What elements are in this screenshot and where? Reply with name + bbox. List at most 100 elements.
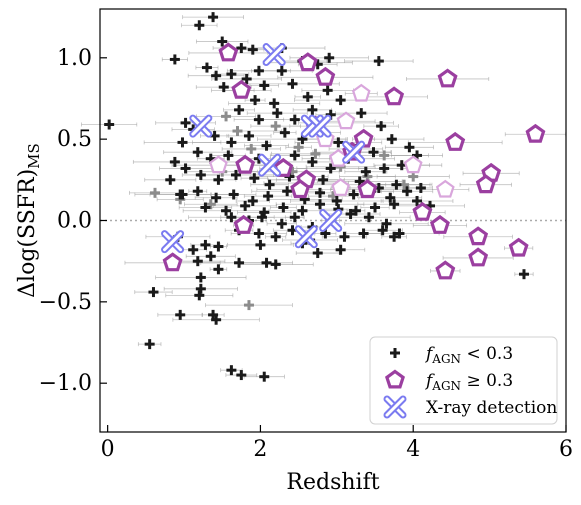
- y-tick-label: −1.0: [39, 371, 92, 396]
- plus-point: [302, 91, 313, 102]
- plus-point: [276, 65, 287, 76]
- plus-point: [259, 80, 270, 91]
- plus-faint-point: [246, 143, 257, 154]
- plus-point: [279, 127, 290, 138]
- pentagon-point: [435, 260, 456, 280]
- legend-label-rest: ≥ 0.3: [461, 371, 513, 391]
- plus-point: [249, 173, 260, 184]
- legend-label-sub: AGN: [431, 379, 461, 393]
- plus-point: [348, 189, 359, 200]
- plus-point: [360, 166, 371, 177]
- y-tick-label: 1.0: [57, 46, 92, 71]
- plus-point: [194, 290, 205, 301]
- y-tick-label: 0.0: [57, 209, 92, 234]
- plus-point: [263, 191, 274, 202]
- x-tick-label: 4: [406, 437, 420, 462]
- plus-point: [194, 20, 205, 31]
- plus-point: [264, 179, 275, 190]
- cross-inner: [344, 142, 364, 162]
- legend-label-main: X-ray detection: [426, 398, 557, 418]
- cross-inner: [163, 232, 183, 252]
- pentagon-faint-point: [351, 83, 371, 102]
- plus-point: [379, 163, 390, 174]
- cross-inner: [264, 45, 284, 65]
- legend-label: X-ray detection: [426, 398, 557, 418]
- pentagon-point: [508, 237, 529, 257]
- y-tick-label: 0.5: [57, 127, 92, 152]
- plus-faint-point: [205, 199, 216, 210]
- cross-inner: [260, 155, 280, 175]
- legend-label-sub: AGN: [431, 352, 461, 366]
- plus-point: [148, 287, 159, 298]
- plus-point: [211, 70, 222, 81]
- plus-point: [241, 73, 252, 84]
- pentagon-point: [162, 252, 183, 272]
- plus-point: [236, 370, 247, 381]
- pentagon-point: [475, 174, 496, 194]
- plus-point: [373, 56, 384, 67]
- plus-point: [289, 114, 300, 125]
- plus-point: [276, 218, 287, 229]
- plus-point: [335, 95, 346, 106]
- plus-point: [234, 257, 245, 268]
- plus-point: [261, 257, 272, 268]
- plus-point: [208, 12, 219, 23]
- plus-point: [412, 195, 423, 206]
- cross-point: [262, 43, 286, 67]
- plus-point: [180, 117, 191, 128]
- legend-marker-pentagon: [385, 369, 405, 389]
- plus-point: [236, 43, 247, 54]
- legend-box: [369, 336, 558, 425]
- legend-label: fAGN < 0.3: [424, 344, 513, 366]
- plus-faint-point: [270, 121, 281, 132]
- cross-point: [342, 140, 366, 164]
- cross-point: [319, 209, 343, 232]
- plus-point: [175, 309, 186, 320]
- plus-point: [223, 150, 234, 161]
- plus-point: [518, 269, 529, 280]
- x-tick-label: 2: [253, 437, 267, 462]
- plus-point: [250, 95, 261, 106]
- pentagon-point: [233, 214, 254, 234]
- plus-point: [165, 174, 176, 185]
- plus-point: [282, 186, 293, 197]
- plus-point: [358, 228, 369, 239]
- data-points: [104, 12, 546, 382]
- plus-point: [211, 192, 222, 203]
- pentagon-point: [412, 201, 433, 221]
- y-tick-label: −0.5: [39, 290, 92, 315]
- x-tick-label: 0: [101, 437, 115, 462]
- pentagon-faint-point: [403, 155, 423, 174]
- plus-point: [192, 186, 203, 197]
- pentagon-point: [468, 226, 489, 246]
- plus-point: [331, 195, 342, 206]
- plus-point: [297, 205, 308, 216]
- plus-faint-point: [408, 171, 419, 182]
- plus-point: [104, 119, 115, 130]
- pentagon-point: [231, 79, 252, 99]
- x-tick-label: 6: [559, 437, 573, 462]
- y-axis-label-main: Δlog(SSFR): [15, 169, 40, 298]
- plus-point: [356, 108, 367, 119]
- legend-marker-plus: [390, 348, 400, 358]
- plus-point: [376, 121, 387, 132]
- plus-point: [350, 205, 361, 216]
- cross-inner: [321, 211, 341, 230]
- plus-point: [226, 212, 237, 223]
- plus-point: [289, 212, 300, 223]
- plus-point: [200, 202, 211, 213]
- plus-point: [370, 202, 381, 213]
- x-axis-ticks: 0 2 4 6: [101, 425, 573, 462]
- plus-point: [218, 82, 229, 93]
- plus-point: [404, 142, 415, 153]
- plus-point: [287, 78, 298, 89]
- plus-point: [253, 228, 264, 239]
- plus-point: [256, 212, 267, 223]
- cross-point: [161, 230, 185, 254]
- plus-point: [333, 137, 344, 148]
- plus-point: [226, 137, 237, 148]
- plus-point: [217, 36, 228, 47]
- plus-faint-point: [221, 111, 232, 122]
- plus-point: [272, 108, 283, 119]
